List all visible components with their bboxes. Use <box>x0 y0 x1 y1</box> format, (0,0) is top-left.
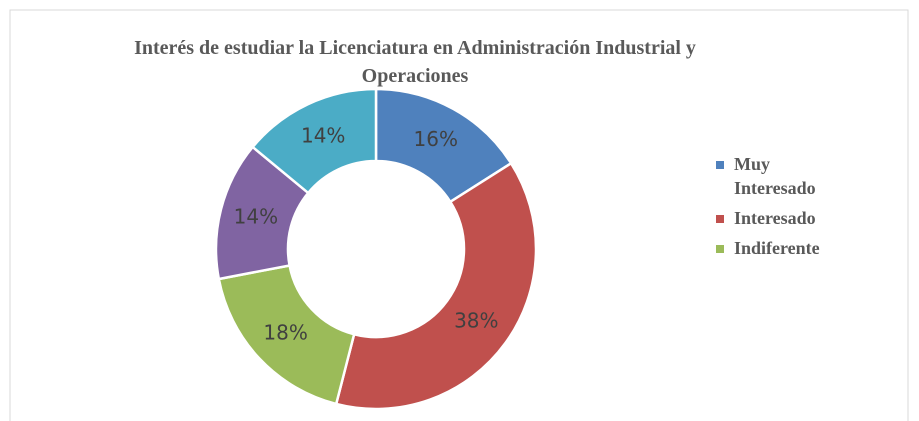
chart-frame <box>9 9 909 421</box>
data-label: 16% <box>414 127 458 151</box>
legend-label: Muy Interesado <box>734 154 816 198</box>
data-label: 18% <box>263 320 307 344</box>
legend-label: Indiferente <box>734 238 820 258</box>
data-label: 14% <box>234 205 278 229</box>
legend-item: Interesado <box>716 206 834 230</box>
legend-label: Interesado <box>734 208 816 228</box>
legend-swatch <box>716 245 724 253</box>
legend-item: Indiferente <box>716 236 834 260</box>
donut-segment <box>250 87 378 195</box>
legend-swatch <box>716 215 724 223</box>
legend-item: Muy Interesado <box>716 152 834 200</box>
data-label: 38% <box>454 308 498 332</box>
chart-title: Interés de estudiar la Licenciatura en A… <box>134 37 696 87</box>
legend: Muy Interesado Interesado Indiferente <box>716 152 834 266</box>
donut-segment <box>217 264 356 406</box>
data-label: 14% <box>301 123 345 147</box>
donut-segment <box>334 161 538 411</box>
legend-swatch <box>716 161 724 169</box>
